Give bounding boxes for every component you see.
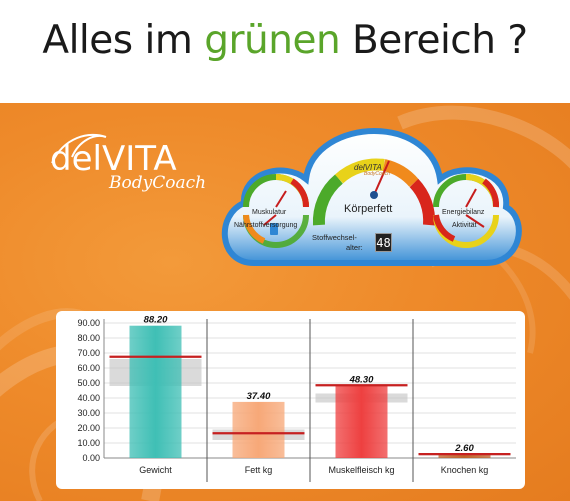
koerperfett-label: Körperfett — [344, 203, 393, 215]
y-tick-label: 0.00 — [82, 453, 100, 463]
delvita-logo: delVITA BodyCoach — [44, 133, 219, 203]
stoffwechsel-label: Stoffwechsel- — [312, 233, 357, 242]
orange-panel: delVITA BodyCoach — [0, 103, 570, 501]
category-label: Fett kg — [245, 465, 273, 475]
headline-highlight: grünen — [204, 18, 341, 63]
metabolic-age-display: 48 — [375, 233, 392, 252]
y-tick-label: 90.00 — [77, 318, 100, 328]
right-gauge — [433, 174, 500, 248]
bar-gewicht — [129, 325, 182, 458]
gauge-cloud-graphic — [221, 127, 522, 266]
logo-wordmark: delVITA — [50, 139, 177, 179]
headline: Alles im grünen Bereich ? — [0, 18, 570, 63]
value-label: 88.20 — [144, 315, 168, 326]
headline-start: Alles im — [42, 18, 205, 63]
bar-chart-svg: 0.00 10.00 20.00 30.00 40.00 50.00 60.00 70.00 8… — [77, 315, 516, 482]
y-tick-label: 10.00 — [77, 438, 100, 448]
value-label: 2.60 — [454, 443, 474, 454]
muskulatur-label: Muskulatur — [252, 209, 287, 216]
center-gauge — [312, 158, 436, 226]
y-tick-label: 70.00 — [77, 348, 100, 358]
bar-knochen-kg — [438, 454, 491, 458]
left-gauge — [243, 174, 310, 248]
value-label: 48.30 — [349, 375, 374, 386]
y-tick-label: 80.00 — [77, 333, 100, 343]
y-tick-label: 50.00 — [77, 378, 100, 388]
naehrstoff-label: Nährstoffversorgung — [234, 222, 298, 229]
center-brand-sub: BodyCoach — [364, 171, 390, 177]
energiebilanz-label: Energiebilanz — [442, 209, 485, 216]
category-label: Knochen kg — [441, 465, 489, 475]
logo-subtitle: BodyCoach — [109, 173, 207, 193]
bar-fett-kg — [232, 401, 285, 458]
alter-label: alter: — [346, 243, 363, 252]
bar-muskelfleisch-kg — [335, 385, 388, 458]
logo-swoosh-icon — [51, 133, 107, 164]
y-tick-label: 30.00 — [77, 408, 100, 418]
y-tick-label: 60.00 — [77, 363, 100, 373]
dashboard-cloud: Muskulatur Nährstoffversorgung delVITA B… — [214, 123, 526, 273]
y-tick-label: 40.00 — [77, 393, 100, 403]
aktivitaet-label: Aktivität — [452, 222, 477, 229]
category-label: Muskelfleisch kg — [328, 465, 394, 475]
body-composition-chart: 0.00 10.00 20.00 30.00 40.00 50.00 60.00 70.00 8… — [56, 311, 525, 489]
category-label: Gewicht — [139, 465, 172, 475]
value-label: 37.40 — [247, 391, 271, 402]
y-tick-label: 20.00 — [77, 423, 100, 433]
headline-end: Bereich ? — [340, 18, 528, 63]
center-brand: delVITA — [354, 163, 382, 172]
